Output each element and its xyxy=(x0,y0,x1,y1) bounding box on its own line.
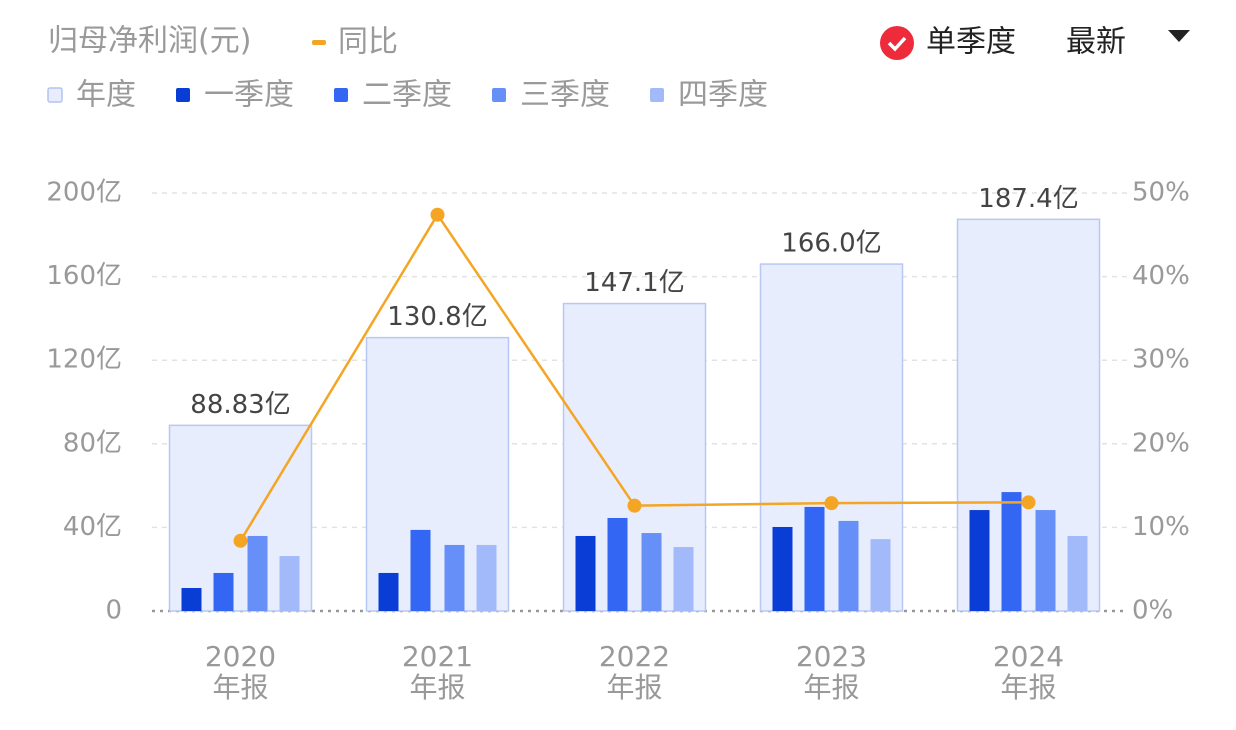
quarter-bar xyxy=(444,544,465,611)
y2-tick-label: 20% xyxy=(1132,428,1190,458)
legend-swatch xyxy=(492,88,506,102)
y-tick-label: 160亿 xyxy=(46,261,122,291)
legend-label: 一季度 xyxy=(204,78,294,113)
legend-line-swatch xyxy=(312,40,326,45)
y2-tick-label: 50% xyxy=(1132,178,1190,208)
quarter-bar xyxy=(673,547,694,611)
y2-tick-label: 30% xyxy=(1132,345,1190,375)
quarter-bar xyxy=(476,544,497,611)
x-tick-label: 年报 xyxy=(606,671,662,704)
quarter-bar xyxy=(641,533,662,611)
x-tick-label: 2021 xyxy=(402,640,473,673)
quarter-bar xyxy=(838,520,859,611)
value-label: 166.0亿 xyxy=(781,229,881,259)
quarter-bar xyxy=(1001,492,1022,611)
quarter-bar xyxy=(969,510,990,611)
x-tick-label: 2020 xyxy=(205,640,276,673)
legend-label: 年度 xyxy=(76,78,136,113)
legend-swatch xyxy=(176,88,190,102)
mode-check-icon[interactable] xyxy=(880,26,914,60)
x-tick-label: 2024 xyxy=(993,640,1064,673)
quarter-bar xyxy=(279,556,300,611)
legend-swatch xyxy=(334,88,348,102)
value-label: 88.83亿 xyxy=(190,390,290,420)
quarter-bar xyxy=(410,529,431,611)
quarter-bar xyxy=(1035,510,1056,611)
x-tick-label: 2022 xyxy=(599,640,670,673)
yoy-point xyxy=(824,496,839,511)
y-tick-label: 40亿 xyxy=(63,512,122,542)
value-label: 147.1亿 xyxy=(584,268,684,298)
quarter-bar xyxy=(181,588,202,611)
legend-label: 三季度 xyxy=(520,78,610,113)
x-tick-label: 年报 xyxy=(803,671,859,704)
legend-swatch xyxy=(47,87,63,103)
quarter-bar xyxy=(772,526,793,611)
y-tick-label: 0 xyxy=(105,596,122,626)
quarter-bar xyxy=(378,572,399,611)
y2-tick-label: 0% xyxy=(1132,596,1173,626)
dropdown-arrow[interactable] xyxy=(1168,30,1190,42)
check-mark xyxy=(887,36,907,52)
legend-swatch xyxy=(650,88,664,102)
legend-label: 二季度 xyxy=(362,78,452,113)
value-label: 187.4亿 xyxy=(978,184,1078,214)
chart-title: 归母净利润(元) xyxy=(48,24,251,59)
legend-label: 同比 xyxy=(338,25,398,60)
yoy-point xyxy=(233,533,248,548)
y2-tick-label: 40% xyxy=(1132,261,1190,291)
y-tick-label: 120亿 xyxy=(46,345,122,375)
value-label: 130.8亿 xyxy=(387,302,487,332)
x-tick-label: 2023 xyxy=(796,640,867,673)
y2-tick-label: 10% xyxy=(1132,512,1190,542)
mode-label[interactable]: 单季度 xyxy=(926,25,1016,60)
period-label[interactable]: 最新 xyxy=(1066,25,1126,60)
yoy-point xyxy=(627,498,642,513)
x-tick-label: 年报 xyxy=(212,671,268,704)
y-tick-label: 80亿 xyxy=(63,428,122,458)
x-tick-label: 年报 xyxy=(409,671,465,704)
y-tick-label: 200亿 xyxy=(46,178,122,208)
quarter-bar xyxy=(575,535,596,611)
quarter-bar xyxy=(1067,535,1088,611)
quarter-bar xyxy=(213,572,234,611)
quarter-bar xyxy=(247,535,268,611)
quarter-bar xyxy=(607,517,628,611)
x-tick-label: 年报 xyxy=(1000,671,1056,704)
quarter-bar xyxy=(870,539,891,611)
quarter-bar xyxy=(804,506,825,611)
yoy-point xyxy=(1021,495,1036,510)
legend-label: 四季度 xyxy=(678,78,768,113)
yoy-point xyxy=(430,207,445,222)
